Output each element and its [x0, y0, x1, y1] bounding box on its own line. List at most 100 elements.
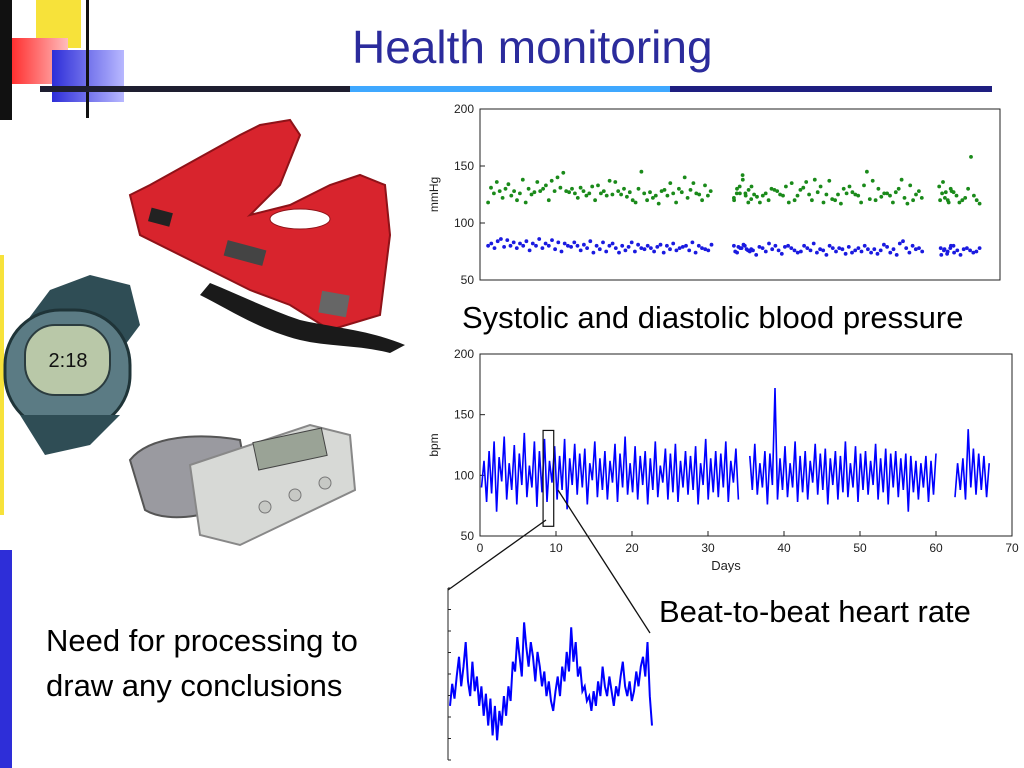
systolic-point	[497, 189, 502, 193]
diastolic-point	[747, 249, 752, 254]
heart-rate-zoom-inset	[447, 489, 653, 761]
diastolic-point	[952, 250, 956, 255]
systolic-point	[697, 192, 702, 197]
diastolic-point	[645, 243, 650, 248]
systolic-point	[969, 155, 973, 159]
diastolic-point	[671, 241, 676, 246]
hr-plot-frame	[479, 353, 1013, 537]
systolic-point	[706, 193, 710, 198]
processing-note: Need for processing to draw any conclusi…	[46, 618, 358, 708]
systolic-point	[786, 200, 791, 205]
systolic-point	[977, 201, 982, 206]
bp-ylabel: mmHg	[427, 177, 441, 212]
diastolic-point	[754, 253, 759, 257]
systolic-point	[619, 192, 623, 197]
systolic-point	[604, 193, 609, 198]
systolic-point	[651, 196, 655, 200]
hr-xtick-label: 60	[929, 541, 943, 555]
systolic-point	[671, 191, 676, 196]
systolic-point	[847, 184, 852, 189]
diastolic-point	[837, 246, 842, 251]
systolic-point	[752, 192, 756, 197]
diastolic-point	[872, 247, 877, 252]
zoom-connector-right	[557, 489, 651, 634]
diastolic-point	[518, 241, 522, 246]
diastolic-point	[846, 245, 851, 249]
diastolic-point	[537, 237, 542, 241]
systolic-point	[682, 175, 687, 180]
diastolic-point	[802, 243, 806, 248]
systolic-point	[648, 190, 652, 195]
systolic-point	[908, 183, 913, 188]
bp-ytick-label: 100	[454, 216, 474, 230]
diastolic-point	[869, 250, 873, 255]
svg-text:2:18: 2:18	[49, 350, 88, 372]
diastolic-point	[763, 249, 768, 254]
diastolic-point	[913, 247, 918, 252]
systolic-point	[850, 190, 855, 195]
diastolic-point	[690, 240, 695, 245]
diastolic-point	[639, 246, 644, 251]
zoom-connector-left	[447, 519, 547, 591]
systolic-point	[578, 185, 583, 190]
hr-series-line	[749, 387, 937, 512]
diastolic-point	[636, 242, 640, 247]
hr-xtick-label: 40	[777, 541, 791, 555]
diastolic-point	[530, 241, 535, 246]
diastolic-point	[741, 242, 746, 247]
diastolic-point	[951, 243, 956, 248]
bp-plot-frame	[479, 108, 1001, 281]
systolic-point	[740, 173, 745, 177]
systolic-point	[795, 193, 800, 198]
slide-title: Health monitoring	[352, 21, 713, 73]
diastolic-point	[597, 247, 602, 252]
systolic-point	[830, 197, 835, 201]
hr-series-line	[480, 432, 740, 512]
bp-ytick-label: 150	[454, 159, 474, 173]
hr-ytick-label: 150	[454, 408, 474, 422]
diastolic-point	[674, 248, 679, 253]
systolic-point	[812, 177, 817, 182]
diastolic-point	[668, 247, 672, 252]
systolic-point	[948, 186, 953, 191]
diastolic-point	[585, 246, 589, 251]
hr-xtick-label: 70	[1005, 541, 1019, 555]
systolic-point	[627, 190, 632, 195]
systolic-point	[674, 200, 678, 205]
diastolic-point	[920, 249, 925, 254]
systolic-point	[841, 186, 846, 191]
diastolic-point	[524, 239, 529, 244]
systolic-point	[653, 193, 658, 198]
systolic-point	[746, 200, 751, 205]
systolic-point	[659, 189, 664, 193]
diastolic-point	[786, 243, 790, 248]
diastolic-point	[939, 253, 944, 257]
diastolic-point	[591, 250, 596, 255]
diastolic-point	[652, 249, 656, 254]
systolic-point	[703, 183, 707, 188]
systolic-point	[677, 186, 681, 191]
diastolic-point	[508, 243, 513, 248]
systolic-point	[746, 188, 751, 192]
systolic-point	[636, 186, 641, 191]
systolic-point	[867, 197, 872, 201]
systolic-point	[870, 178, 875, 183]
systolic-point	[489, 185, 493, 190]
diastolic-point	[623, 248, 628, 253]
systolic-point	[512, 189, 516, 193]
diastolic-point	[968, 248, 972, 253]
diastolic-point	[843, 251, 848, 256]
systolic-point	[885, 191, 889, 196]
systolic-point	[960, 198, 965, 203]
systolic-point	[509, 193, 514, 198]
systolic-point	[853, 192, 858, 197]
diastolic-point	[566, 243, 570, 248]
processing-note-line-2: draw any conclusions	[46, 668, 343, 703]
diastolic-point	[559, 249, 564, 254]
zoom-series-line	[449, 622, 653, 741]
systolic-point	[738, 191, 742, 196]
diastolic-point	[543, 241, 548, 246]
diastolic-point	[834, 249, 838, 254]
systolic-point	[859, 200, 863, 205]
